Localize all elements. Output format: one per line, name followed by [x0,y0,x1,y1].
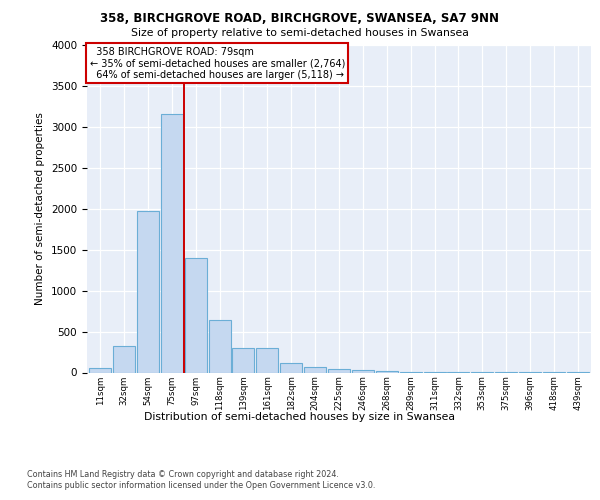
Text: Distribution of semi-detached houses by size in Swansea: Distribution of semi-detached houses by … [145,412,455,422]
Text: Contains HM Land Registry data © Crown copyright and database right 2024.: Contains HM Land Registry data © Crown c… [27,470,339,479]
Bar [161,114,183,372]
Bar [185,258,206,372]
Y-axis label: Number of semi-detached properties: Number of semi-detached properties [35,112,46,305]
Bar [256,348,278,372]
Text: Contains public sector information licensed under the Open Government Licence v3: Contains public sector information licen… [27,481,376,490]
Bar [352,370,374,372]
Text: 358 BIRCHGROVE ROAD: 79sqm
← 35% of semi-detached houses are smaller (2,764)
  6: 358 BIRCHGROVE ROAD: 79sqm ← 35% of semi… [89,46,345,80]
Text: 358, BIRCHGROVE ROAD, BIRCHGROVE, SWANSEA, SA7 9NN: 358, BIRCHGROVE ROAD, BIRCHGROVE, SWANSE… [101,12,499,26]
Text: Size of property relative to semi-detached houses in Swansea: Size of property relative to semi-detach… [131,28,469,38]
Bar [209,320,230,372]
Bar [113,346,135,372]
Bar [328,369,350,372]
Bar [304,367,326,372]
Bar [376,371,398,372]
Bar [232,348,254,372]
Bar [280,364,302,372]
Bar [89,368,111,372]
Bar [137,211,159,372]
